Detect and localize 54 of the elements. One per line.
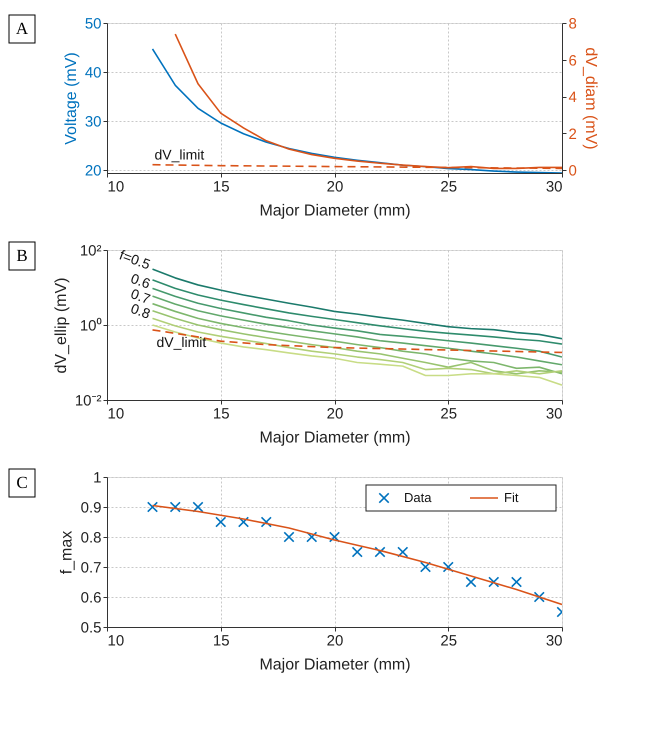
y-tick-label: 10⁻² [74,392,102,410]
y-axis-title: Voltage (mV) [62,52,80,145]
x-tick-label: 30 [546,632,562,650]
y-axis-title: dV_ellip (mV) [52,277,70,374]
y-tick-label: 30 [84,114,102,131]
line-series [152,504,562,606]
x-tick-label: 15 [212,178,230,196]
series-label: dV_limit [156,334,206,350]
text: B [16,246,28,265]
x-tick-label: 25 [440,632,458,650]
y-tick-label: 0.7 [80,560,102,576]
y2-tick-label: 2 [568,126,577,143]
text: A [16,19,29,38]
y-tick-label: 20 [84,162,102,180]
y2-tick-label: 0 [568,162,577,180]
y-tick-label: 1 [93,470,102,486]
text: C [16,473,28,492]
y-tick-label: 10² [80,242,102,260]
x-tick-label: 10 [108,178,124,196]
y-tick-label: 10⁰ [80,318,102,334]
y2-tick-label: 4 [568,89,577,106]
series-label: dV_limit [154,146,204,163]
y-tick-label: 0.8 [80,530,102,546]
y2-tick-label: 6 [568,52,577,70]
x-tick-label: 30 [546,178,562,196]
y2-tick-label: 8 [568,16,577,32]
x-axis-title: Major Diameter (mm) [259,202,411,220]
y-axis-title: f_max [58,530,76,574]
line-series [152,295,562,366]
line-series [152,329,562,354]
x-tick-label: 10 [108,406,124,422]
x-axis-title: Major Diameter (mm) [259,430,411,446]
x-tick-label: 20 [326,406,344,422]
y-tick-label: 40 [84,64,102,82]
y-tick-label: 0.9 [80,500,102,516]
x-tick-label: 20 [326,632,344,650]
y-tick-label: 0.6 [80,590,102,606]
x-tick-label: 15 [212,632,230,650]
line-series [152,288,562,358]
x-tick-label: 25 [440,406,458,422]
text: f=0.5 [117,246,153,272]
y2-axis-title: dV_diam (mV) [582,47,599,150]
x-tick-label: 25 [440,178,458,196]
legend-label: Data [404,490,432,505]
y-tick-label: 50 [84,16,102,32]
legend-label: Fit [504,490,519,505]
y-tick-label: 0.5 [80,620,102,636]
x-tick-label: 10 [108,632,124,650]
x-axis-title: Major Diameter (mm) [259,656,411,674]
x-tick-label: 20 [326,178,344,196]
x-tick-label: 30 [546,406,562,422]
line-series [152,324,562,386]
x-tick-label: 15 [212,406,230,422]
line-series [152,48,562,173]
